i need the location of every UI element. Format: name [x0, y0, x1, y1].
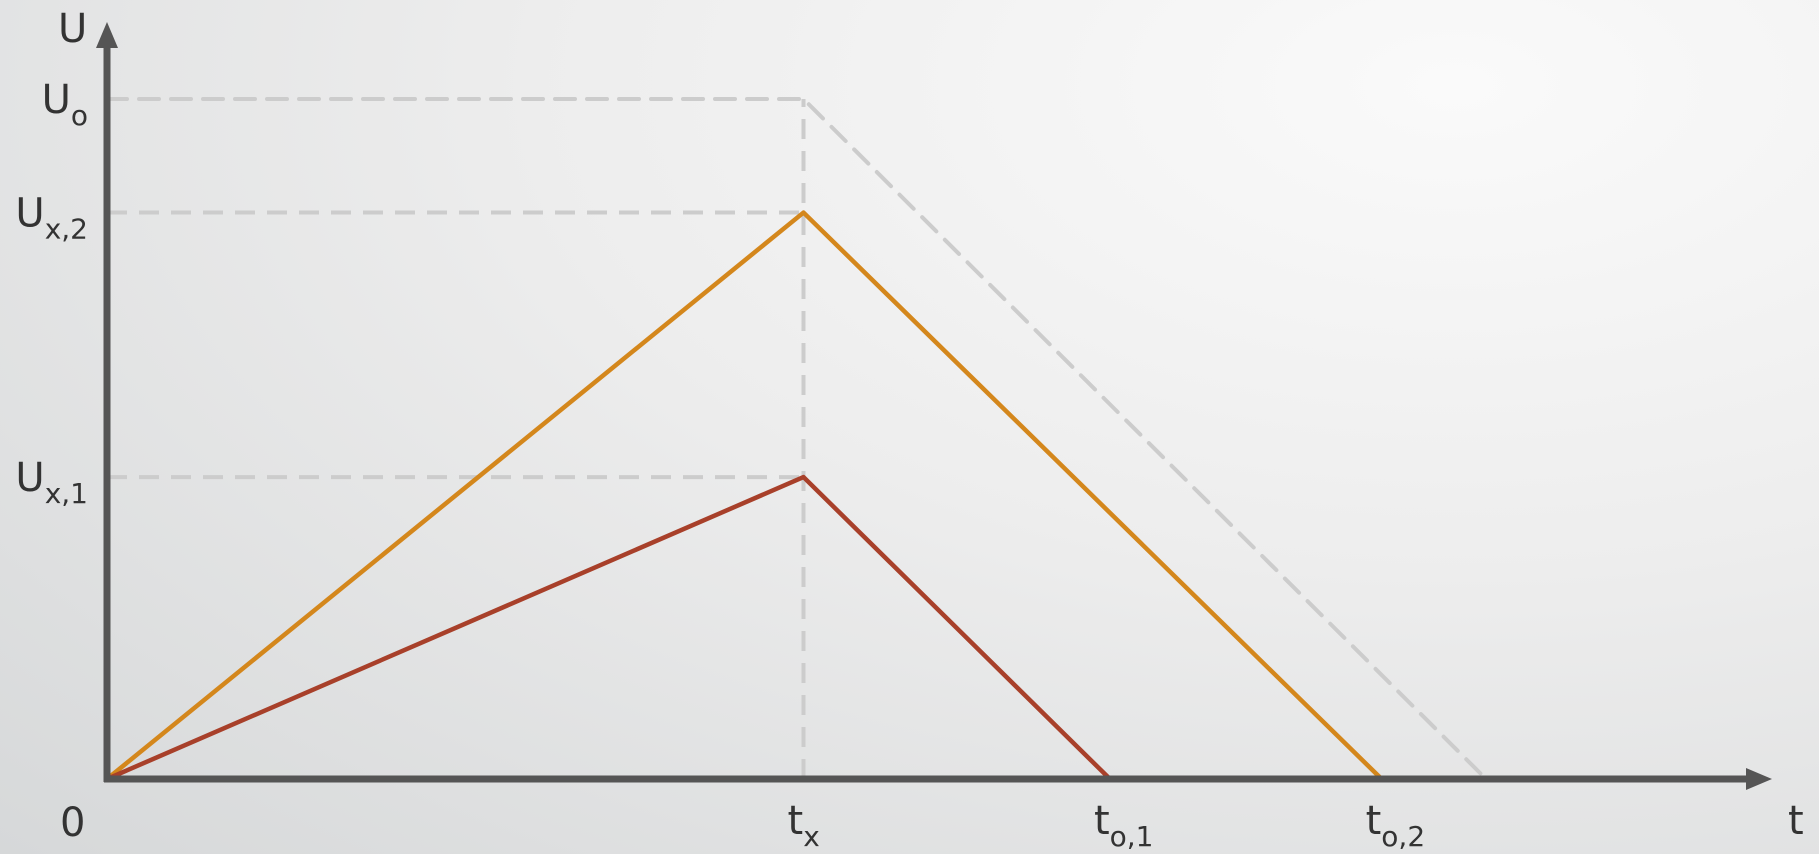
tick-label-subscript: x	[803, 820, 820, 853]
x-axis-label: t	[1788, 798, 1804, 844]
y-axis-label: U	[58, 6, 87, 52]
x-tick-labels: tx to,1 to,2	[788, 798, 1426, 853]
tick-label-subscript: o,2	[1381, 820, 1425, 853]
tick-label-main: t	[1094, 798, 1110, 844]
tick-label-main: U	[15, 455, 44, 501]
tick-label-subscript: x,2	[45, 213, 88, 246]
tick-label-main: t	[1366, 798, 1382, 844]
tick-label-subscript: o	[71, 99, 88, 132]
series-line-reference	[105, 97, 1489, 781]
y-axis-arrow-icon	[96, 22, 118, 48]
tick-label-main: t	[788, 798, 804, 844]
series-lines	[104, 97, 1489, 782]
axes	[96, 22, 1772, 790]
series-line-orange	[104, 210, 1384, 782]
tick-label-Uo: Uo	[42, 77, 88, 132]
tick-label-to1: to,1	[1094, 798, 1154, 853]
tick-label-Ux2: Ux,2	[15, 191, 88, 246]
tick-label-tx: tx	[788, 798, 820, 853]
tick-label-main: U	[42, 77, 71, 123]
guide-lines	[107, 97, 806, 779]
x-axis-arrow-icon	[1746, 768, 1772, 790]
tick-label-Ux1: Ux,1	[15, 455, 88, 510]
tick-label-main: U	[15, 191, 44, 237]
origin-label: 0	[60, 800, 85, 846]
tick-label-subscript: o,1	[1110, 820, 1154, 853]
series-line-red	[104, 474, 1113, 782]
tick-label-to2: to,2	[1366, 798, 1426, 853]
tick-label-subscript: x,1	[45, 477, 88, 510]
